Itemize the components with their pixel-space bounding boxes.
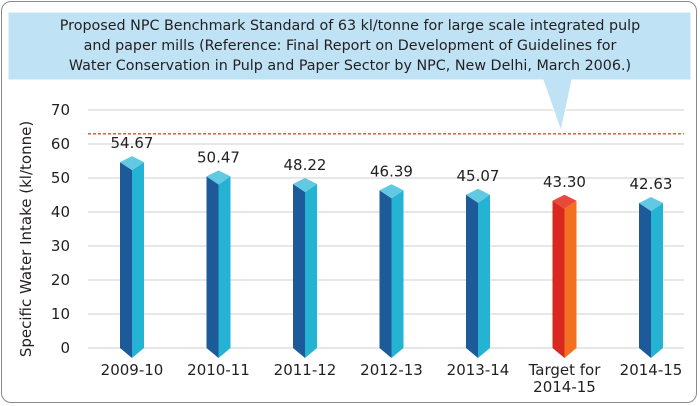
x-tick-label: 2011-12 (274, 361, 337, 379)
data-label: 48.22 (284, 156, 327, 174)
data-label: 43.30 (543, 173, 586, 191)
benchmark-callout-box (7, 11, 692, 133)
data-label: 46.39 (370, 162, 413, 180)
y-tick-label: 0 (60, 339, 70, 357)
bar (206, 170, 231, 358)
bar (466, 188, 490, 358)
data-label: 54.67 (111, 134, 154, 152)
y-tick-label: 10 (51, 305, 70, 323)
callout-line: and paper mills (Reference: Final Report… (84, 38, 617, 54)
x-tick-labels: 2009-10 2010-11 2011-12 2012-13 2013-14 Targe… (101, 361, 683, 396)
data-label: 50.47 (197, 148, 240, 166)
data-label: 42.63 (630, 175, 673, 193)
callout-line: Water Conservation in Pulp and Paper Sec… (69, 58, 631, 74)
bar (552, 194, 577, 358)
y-tick-label: 70 (51, 101, 70, 119)
x-tick-label: 2012-13 (360, 361, 423, 379)
bars (120, 156, 663, 358)
x-tick-label: 2014-15 (620, 361, 683, 379)
x-tick-label: 2009-10 (101, 361, 164, 379)
x-tick-label: Target for 2014-15 (528, 361, 602, 396)
y-axis-label: Specific Water Intake (kl/tonne) (17, 121, 35, 357)
data-label: 45.07 (457, 167, 500, 185)
y-tick-labels: 0 10 20 30 40 50 60 70 (51, 101, 70, 357)
bar (379, 184, 404, 358)
y-tick-label: 60 (51, 135, 70, 153)
benchmark-callout-text: Proposed NPC Benchmark Standard of 63 kl… (60, 18, 640, 74)
x-tick-label: 2013-14 (447, 361, 510, 379)
bar (293, 178, 317, 358)
value-labels: 54.67 50.47 48.22 46.39 45.07 43.30 42.63 (111, 134, 673, 193)
bar (120, 156, 144, 358)
y-tick-label: 50 (51, 169, 70, 187)
y-tick-label: 30 (51, 237, 70, 255)
bar (639, 197, 663, 358)
callout-line: Proposed NPC Benchmark Standard of 63 kl… (60, 18, 640, 34)
x-tick-label: 2010-11 (187, 361, 250, 379)
y-tick-label: 40 (51, 203, 70, 221)
y-tick-label: 20 (51, 271, 70, 289)
